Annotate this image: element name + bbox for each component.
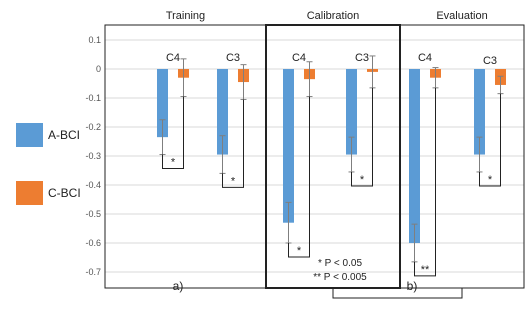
subfigure-label: b) (407, 279, 418, 293)
p-value-note: ** P < 0.005 (313, 272, 367, 283)
significance-star: ** (421, 264, 430, 276)
p-value-note: * P < 0.05 (318, 258, 362, 269)
panel-title: Evaluation (436, 10, 487, 22)
bar-a-bci (409, 69, 420, 243)
electrode-label: C4 (418, 52, 432, 64)
y-tick-label: 0.1 (88, 35, 101, 45)
legend-label: C-BCI (48, 186, 81, 200)
electrode-label: C3 (355, 52, 369, 64)
y-tick-label: -0.4 (85, 180, 101, 190)
significance-star: * (297, 245, 302, 257)
legend-label: A-BCI (48, 128, 80, 142)
panel-frames (104, 24, 525, 299)
significance-bracket (351, 87, 373, 187)
significance-bracket (288, 96, 310, 258)
electrode-label: C4 (292, 52, 306, 64)
y-tick-label: -0.6 (85, 238, 101, 248)
electrode-label: C4 (166, 52, 180, 64)
y-axis-tick-labels: 0.1 0 -0.1 -0.2 -0.3 -0.4 -0.5 -0.6 -0.7 (85, 35, 101, 277)
significance-bracket (162, 96, 184, 170)
electrode-label: C3 (226, 52, 240, 64)
bar-a-bci (283, 69, 294, 223)
y-tick-label: -0.7 (85, 267, 101, 277)
y-tick-label: -0.3 (85, 151, 101, 161)
bar-a-bci (346, 69, 357, 155)
error-bars (159, 55, 504, 263)
text-labels: C4 C3 Training C4 C3 Calibration C4 C3 Evaluatio… (166, 10, 497, 293)
bar-a-bci (157, 69, 168, 138)
y-tick-label: -0.2 (85, 122, 101, 132)
subfigure-label: a) (173, 279, 184, 293)
y-tick-label: -0.5 (85, 209, 101, 219)
panel-title: Training (166, 10, 205, 22)
y-tick-label: 0 (96, 64, 101, 74)
gridlines (105, 39, 524, 273)
significance-bracket (222, 99, 244, 188)
legend: A-BCI C-BCI (16, 123, 81, 205)
bar-a-bci (217, 69, 228, 155)
significance-star: * (360, 174, 365, 186)
significance-star: * (231, 175, 236, 187)
significance-bracket (479, 93, 501, 187)
electrode-label: C3 (483, 55, 497, 67)
significance-star: * (171, 157, 176, 169)
legend-swatch (16, 123, 43, 147)
significance-star: * (488, 174, 493, 186)
y-tick-label: -0.1 (85, 93, 101, 103)
significance-brackets: ******* (162, 87, 501, 277)
legend-swatch (16, 181, 43, 205)
panel-group-bracket (332, 288, 463, 299)
bar-a-bci (474, 69, 485, 155)
significance-bracket (414, 87, 436, 277)
panel-title: Calibration (307, 10, 360, 22)
